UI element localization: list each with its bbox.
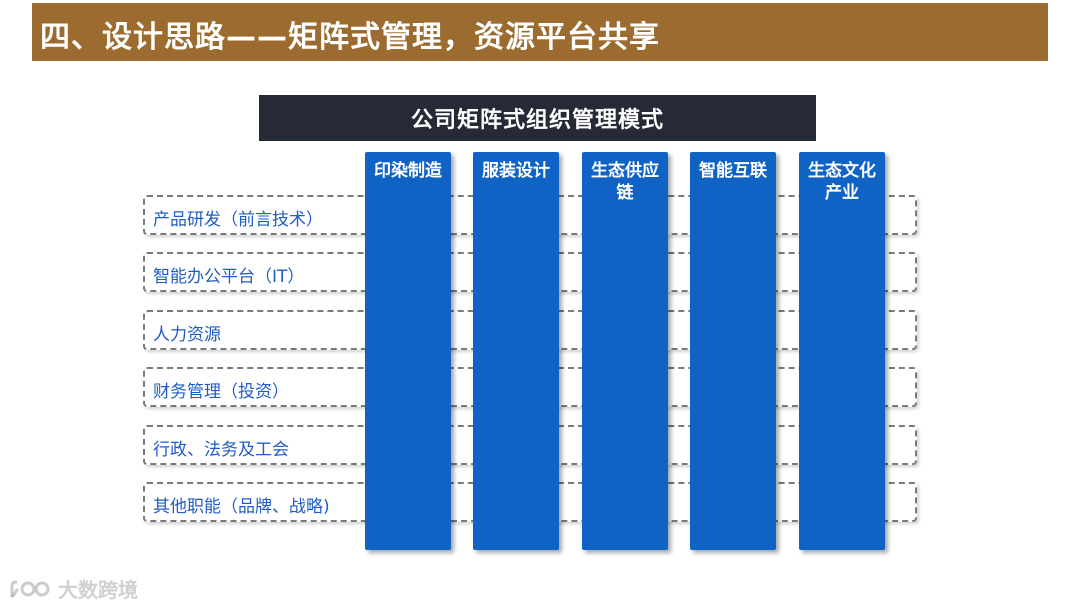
- row-label: 智能办公平台（IT）: [153, 267, 305, 287]
- brand-logo-icon: [10, 580, 50, 597]
- column-label: 印染制造: [374, 161, 442, 181]
- matrix-column-dyeing: 印染制造: [365, 152, 451, 550]
- watermark-text: 大数跨境: [58, 578, 138, 602]
- row-label: 其他职能（品牌、战略): [153, 497, 330, 517]
- diagram-title-bar: 公司矩阵式组织管理模式: [259, 95, 816, 141]
- header-bar: 四、设计思路——矩阵式管理，资源平台共享: [32, 3, 1048, 61]
- matrix-column-supply-chain: 生态供应链: [582, 152, 668, 550]
- row-label: 人力资源: [153, 325, 221, 345]
- row-label: 财务管理（投资）: [153, 382, 289, 402]
- row-label: 行政、法务及工会: [153, 440, 289, 460]
- column-label: 生态文化产业: [808, 161, 876, 203]
- column-label: 服装设计: [482, 161, 550, 181]
- page-title: 四、设计思路——矩阵式管理，资源平台共享: [40, 20, 660, 55]
- column-label: 生态供应链: [591, 161, 659, 203]
- matrix-column-apparel: 服装设计: [473, 152, 559, 550]
- diagram-title: 公司矩阵式组织管理模式: [410, 108, 664, 133]
- matrix-column-iot: 智能互联: [690, 152, 776, 550]
- matrix-column-culture: 生态文化产业: [799, 152, 885, 550]
- row-label: 产品研发（前言技术）: [153, 210, 323, 230]
- watermark: 大数跨境: [8, 574, 138, 603]
- column-label: 智能互联: [699, 161, 767, 181]
